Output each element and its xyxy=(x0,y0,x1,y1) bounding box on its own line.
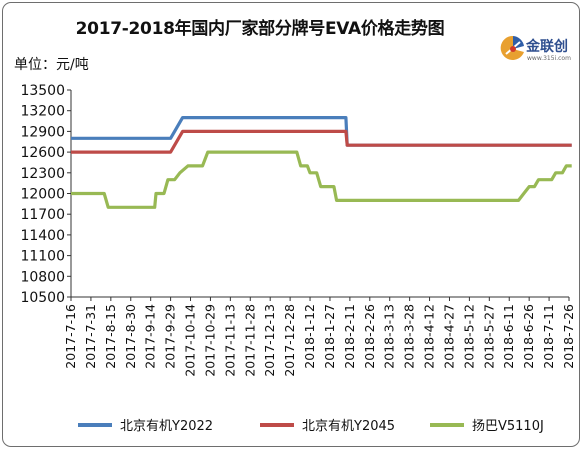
x-tick-label: 2018-6-11 xyxy=(501,304,516,369)
unit-label: 单位：元/吨 xyxy=(14,57,89,73)
brand-logo: 金联创 www.315i.com xyxy=(500,34,572,70)
legend-label-v5110j: 扬巴V5110J xyxy=(472,419,544,434)
y-axis: 10500 10800 11100 11400 11700 12000 12300 12600… xyxy=(20,83,72,306)
legend-label-y2045: 北京有机Y2045 xyxy=(302,419,396,434)
y-tick-label: 10500 xyxy=(20,290,65,306)
series-line-v5110j xyxy=(71,150,572,209)
logo-mark-icon xyxy=(500,35,524,60)
x-tick-label: 2017-7-16 xyxy=(63,304,78,369)
x-tick-label: 2017-12-28 xyxy=(282,304,297,377)
x-tick-label: 2018-5-27 xyxy=(481,304,496,369)
x-tick-label: 2017-10-14 xyxy=(183,304,198,377)
logo-name: 金联创 xyxy=(526,39,568,55)
y-tick-label: 11100 xyxy=(20,249,65,265)
chart-title: 2017-2018年国内厂家部分牌号EVA价格走势图 xyxy=(75,19,445,39)
legend-swatch-y2045 xyxy=(260,423,294,427)
y-tick-label: 12600 xyxy=(20,145,65,161)
y-tick-label: 12900 xyxy=(20,124,65,140)
legend: 北京有机Y2022 北京有机Y2045 扬巴V5110J xyxy=(70,413,580,435)
logo-url: www.315i.com xyxy=(527,55,571,62)
x-tick-label: 2018-5-12 xyxy=(461,304,476,369)
x-tick-label: 2017-11-13 xyxy=(222,304,237,377)
x-tick-label: 2018-1-12 xyxy=(302,304,317,369)
legend-swatch-y2022 xyxy=(78,423,112,427)
x-tick-label: 2017-12-13 xyxy=(262,304,277,377)
y-tick-label: 10800 xyxy=(20,269,65,285)
x-tick-label: 2018-1-27 xyxy=(322,304,337,369)
y-tick-label: 12000 xyxy=(20,187,65,203)
y-tick-label: 13500 xyxy=(20,83,65,99)
y-tick-label: 11400 xyxy=(20,228,65,244)
x-tick-label: 2017-8-15 xyxy=(103,304,118,369)
x-axis: 2017-7-16 2017-7-31 2017-8-15 2017-8-30 2017… xyxy=(63,296,576,377)
x-tick-label: 2018-4-12 xyxy=(422,304,437,369)
y-tick-label: 11700 xyxy=(20,207,65,223)
x-tick-label: 2017-11-28 xyxy=(242,304,257,377)
chart-frame xyxy=(2,2,580,447)
x-tick-label: 2018-2-11 xyxy=(342,304,357,369)
series-line-y2045 xyxy=(71,129,572,154)
y-tick-label: 13200 xyxy=(20,104,65,120)
x-tick-label: 2017-9-14 xyxy=(143,304,158,369)
legend-swatch-v5110j xyxy=(430,423,464,427)
x-tick-label: 2017-8-30 xyxy=(123,304,138,369)
x-tick-label: 2018-6-26 xyxy=(521,304,536,369)
x-tick-label: 2017-9-29 xyxy=(163,304,178,369)
legend-label-y2022: 北京有机Y2022 xyxy=(120,419,214,434)
x-tick-label: 2017-7-31 xyxy=(83,304,98,369)
x-tick-label: 2018-3-13 xyxy=(382,304,397,369)
y-tick-label: 12300 xyxy=(20,166,65,182)
x-tick-label: 2018-4-27 xyxy=(441,304,456,369)
x-tick-label: 2018-3-28 xyxy=(402,304,417,369)
x-tick-label: 2018-7-26 xyxy=(561,304,576,369)
series-layer xyxy=(71,115,572,209)
x-tick-label: 2018-2-26 xyxy=(362,304,377,369)
x-tick-label: 2018-7-11 xyxy=(541,304,556,369)
x-tick-label: 2017-10-29 xyxy=(202,304,217,377)
